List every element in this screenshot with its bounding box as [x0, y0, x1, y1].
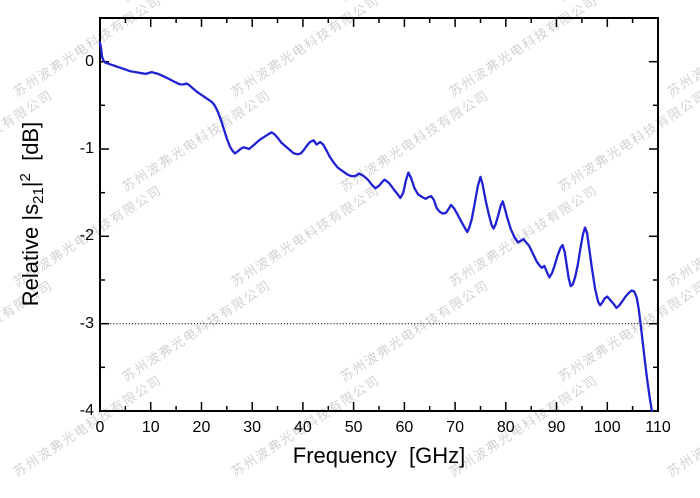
x-tick-label: 10: [141, 419, 160, 436]
x-tick-label: 40: [294, 419, 312, 436]
y-tick-label: -2: [79, 227, 94, 245]
x-tick-label: 80: [496, 419, 515, 436]
y-axis-title-subscript: 21: [30, 187, 47, 204]
y-axis-title: Relative |s21|2 [dB]: [17, 121, 47, 307]
y-tick-label: -4: [79, 402, 94, 419]
y-tick-label: -3: [79, 314, 94, 332]
x-tick-label: 20: [192, 419, 211, 436]
x-tick-label: 0: [95, 419, 105, 436]
y-axis-title-superscript: 2: [17, 173, 34, 182]
x-tick-label: 90: [547, 419, 566, 436]
x-tick-label: 110: [645, 419, 671, 436]
y-tick-label: 0: [85, 52, 94, 70]
y-axis-title-suffix: [dB]: [18, 121, 43, 174]
s21-curve: [98, 41, 654, 413]
axes-frame: [99, 17, 659, 412]
x-tick-label: 60: [395, 419, 414, 436]
x-tick-label: 70: [446, 419, 464, 436]
x-tick-label: 50: [344, 419, 363, 436]
y-tick-label: -1: [79, 140, 94, 157]
x-axis-title: Frequency [GHz]: [292, 443, 466, 468]
y-axis-title-prefix: Relative |s: [18, 203, 43, 307]
x-tick-label: 30: [243, 419, 262, 436]
axis-ticks: [99, 19, 659, 412]
x-tick-label: 100: [593, 419, 621, 436]
